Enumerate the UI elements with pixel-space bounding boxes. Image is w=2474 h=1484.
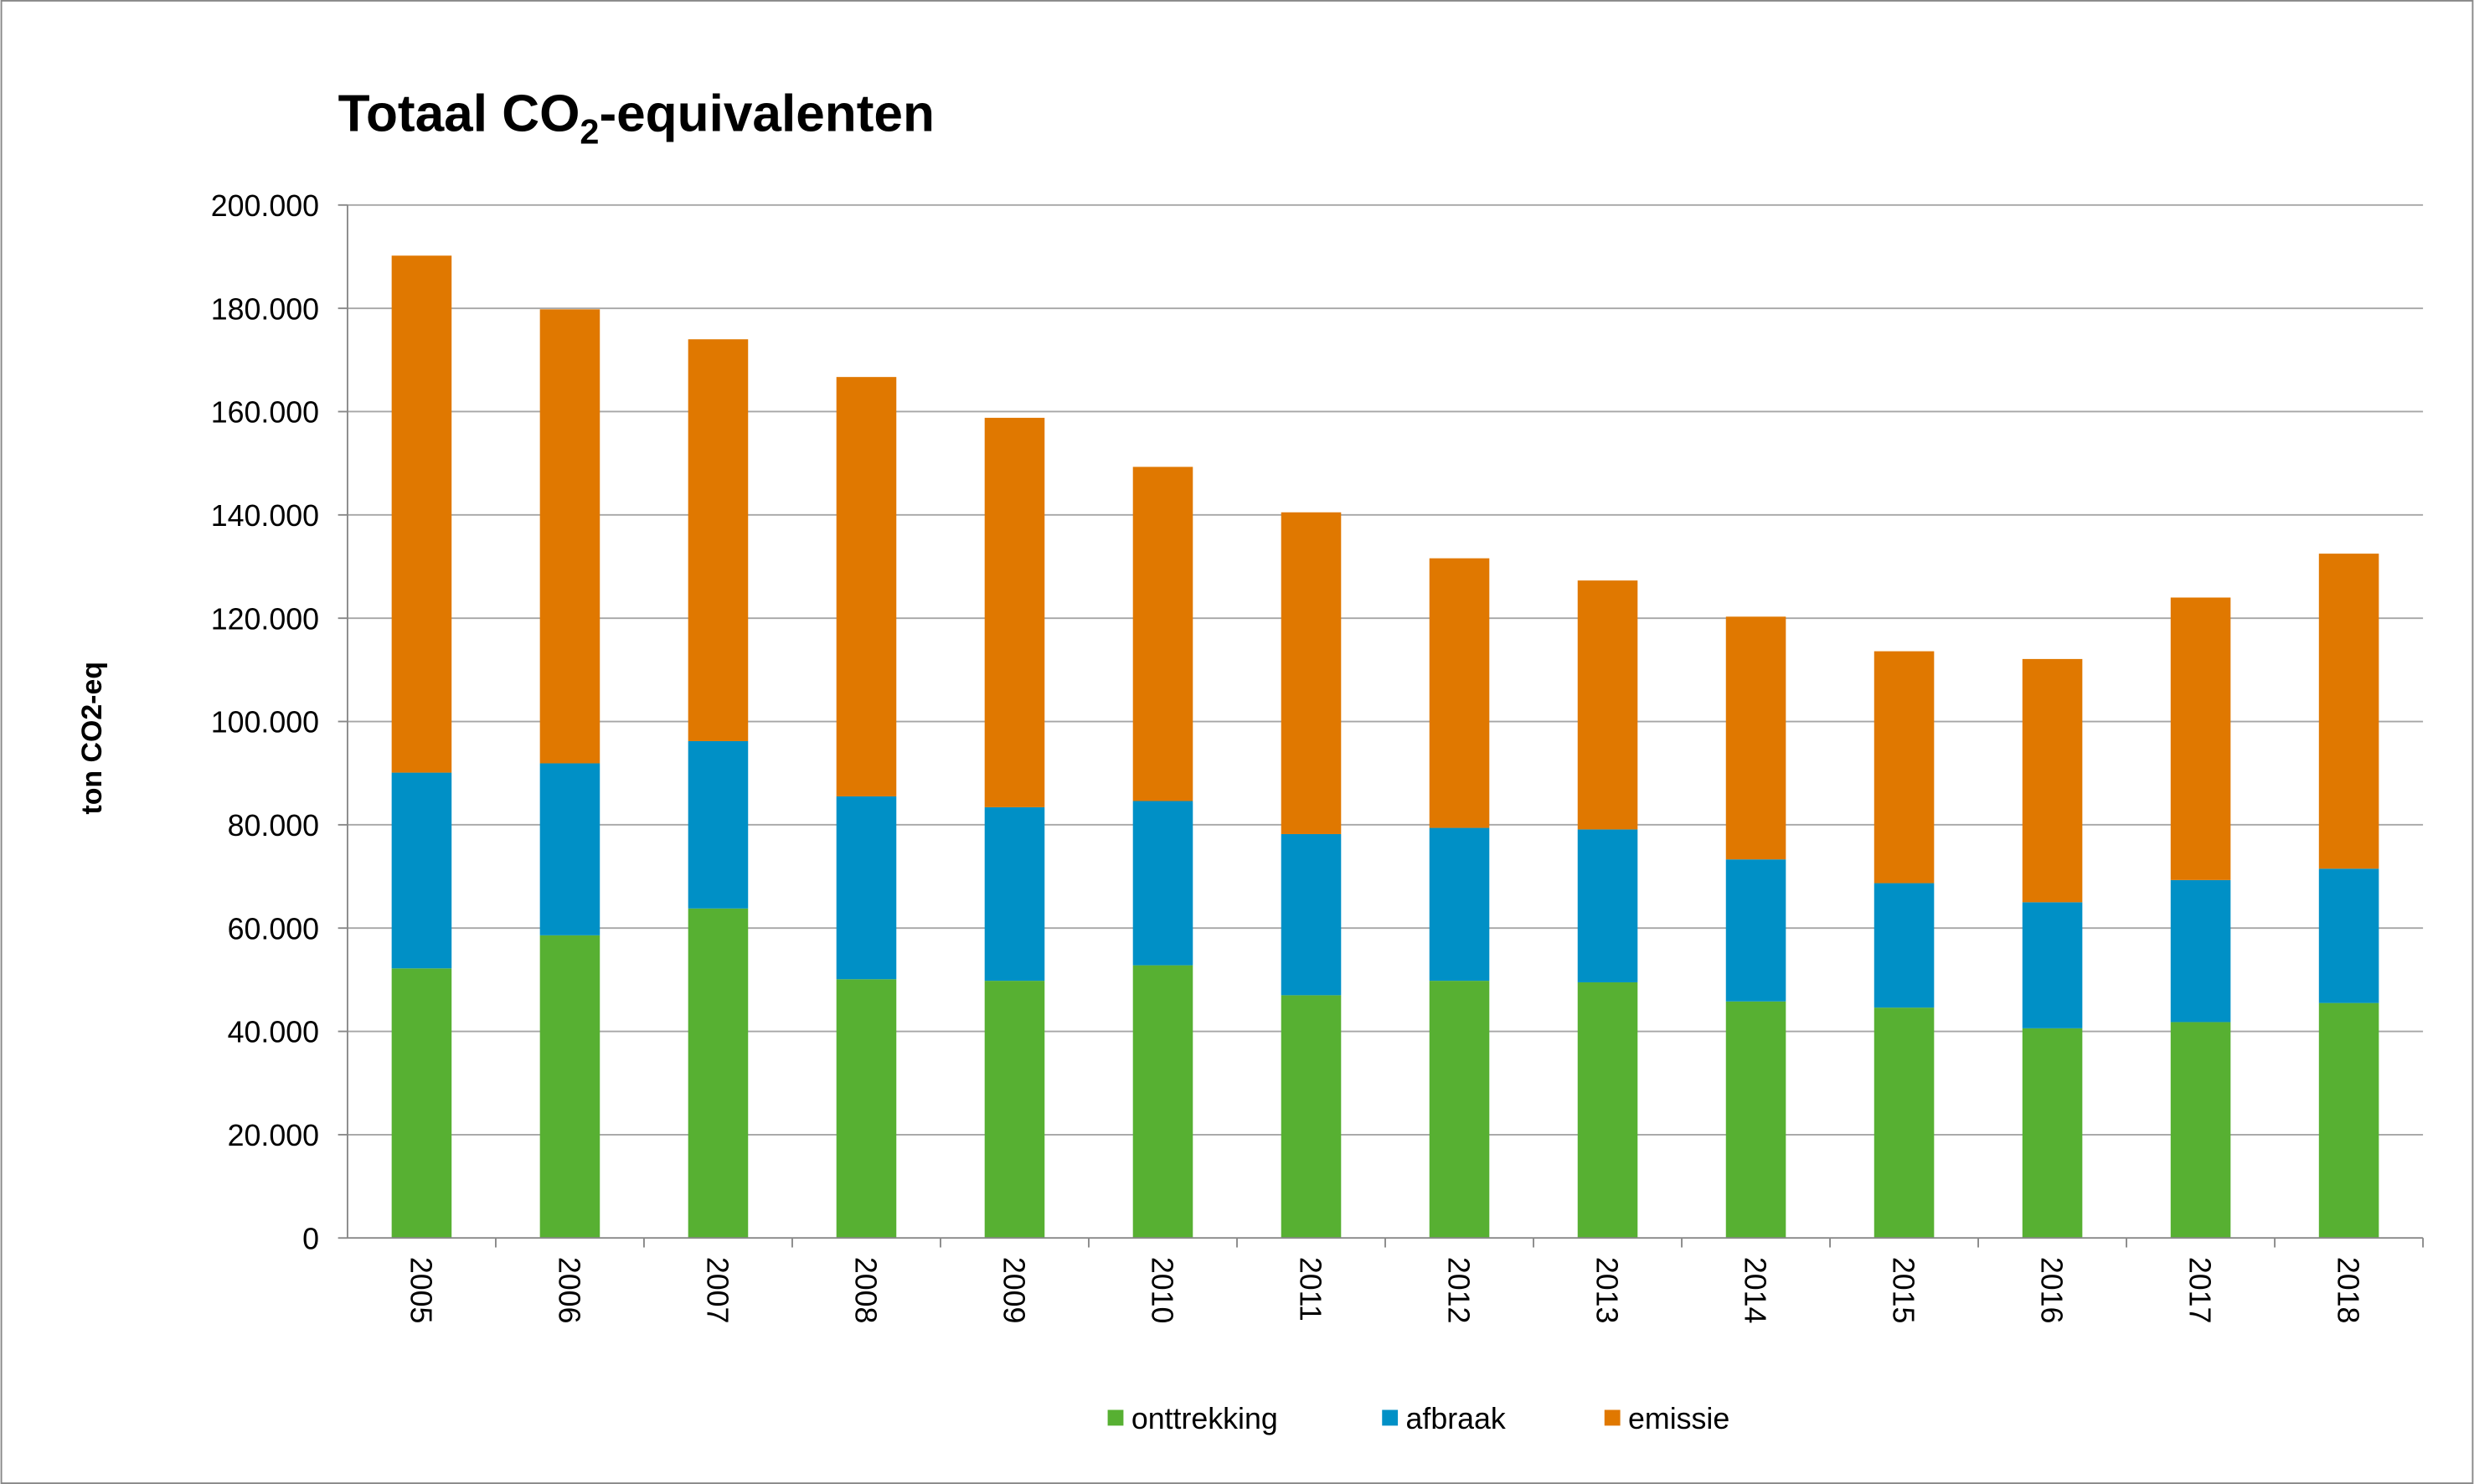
bar-onttrekking-2010 <box>1132 965 1193 1239</box>
y-tick-label: 200.000 <box>211 189 319 223</box>
bar-afbraak-2007 <box>688 740 749 909</box>
bar-onttrekking-2008 <box>836 979 897 1239</box>
bar-onttrekking-2009 <box>984 981 1045 1239</box>
bar-onttrekking-2007 <box>688 908 749 1239</box>
bar-emissie-2013 <box>1577 580 1638 830</box>
y-tick-label: 0 <box>302 1222 319 1255</box>
legend-swatch-onttrekking <box>1107 1409 1124 1426</box>
bar-onttrekking-2016 <box>2022 1028 2083 1239</box>
x-tick-label: 2010 <box>1145 1257 1178 1324</box>
bar-onttrekking-2012 <box>1429 981 1490 1239</box>
bar-onttrekking-2005 <box>391 968 452 1239</box>
bar-emissie-2005 <box>391 255 452 773</box>
x-tick-label: 2008 <box>848 1257 882 1324</box>
bar-onttrekking-2006 <box>539 935 600 1239</box>
bar-afbraak-2018 <box>2318 868 2379 1003</box>
y-tick-label: 40.000 <box>228 1016 319 1049</box>
bar-emissie-2009 <box>984 417 1045 807</box>
x-tick-label: 2006 <box>552 1257 585 1324</box>
bar-afbraak-2014 <box>1725 859 1786 1002</box>
bar-afbraak-2013 <box>1577 829 1638 982</box>
bar-afbraak-2010 <box>1132 801 1193 966</box>
legend: onttrekking afbraak emissie <box>1107 1402 1729 1435</box>
legend-label-emissie: emissie <box>1628 1402 1729 1435</box>
bar-emissie-2011 <box>1281 512 1342 834</box>
bar-afbraak-2006 <box>539 763 600 935</box>
bar-afbraak-2016 <box>2022 902 2083 1028</box>
bar-afbraak-2015 <box>1874 883 1935 1008</box>
bar-emissie-2012 <box>1429 558 1490 828</box>
y-tick-label: 140.000 <box>211 499 319 533</box>
bar-onttrekking-2014 <box>1725 1001 1786 1239</box>
legend-swatch-afbraak <box>1382 1409 1399 1426</box>
y-tick-label: 100.000 <box>211 706 319 739</box>
y-tick-label: 80.000 <box>228 809 319 842</box>
bar-afbraak-2008 <box>836 796 897 980</box>
bar-afbraak-2009 <box>984 806 1045 982</box>
bar-emissie-2016 <box>2022 658 2083 903</box>
bar-emissie-2006 <box>539 309 600 764</box>
x-tick-label: 2009 <box>997 1257 1030 1324</box>
bar-afbraak-2011 <box>1281 833 1342 996</box>
legend-swatch-emissie <box>1604 1409 1621 1426</box>
bar-onttrekking-2017 <box>2170 1022 2231 1239</box>
bar-emissie-2014 <box>1725 616 1786 860</box>
bar-afbraak-2005 <box>391 772 452 969</box>
x-tick-label: 2017 <box>2183 1257 2216 1324</box>
y-tick-label: 180.000 <box>211 292 319 326</box>
x-tick-label: 2015 <box>1886 1257 1920 1324</box>
x-tick-label: 2016 <box>2034 1257 2068 1324</box>
x-tick-label: 2011 <box>1293 1257 1327 1322</box>
bar-afbraak-2017 <box>2170 879 2231 1023</box>
bar-emissie-2018 <box>2318 554 2379 869</box>
y-axis-label: ton CO2-eq <box>76 662 108 815</box>
y-tick-label: 160.000 <box>211 396 319 430</box>
legend-label-onttrekking: onttrekking <box>1131 1402 1278 1435</box>
x-tick-label: 2018 <box>2331 1257 2364 1324</box>
y-tick-label: 60.000 <box>228 912 319 946</box>
x-tick-label: 2005 <box>404 1257 437 1324</box>
y-tick-label: 20.000 <box>228 1119 319 1152</box>
bar-emissie-2008 <box>836 377 897 796</box>
x-tick-label: 2012 <box>1441 1257 1475 1324</box>
bar-emissie-2007 <box>688 339 749 741</box>
bar-onttrekking-2013 <box>1577 982 1638 1239</box>
y-tick-label: 120.000 <box>211 602 319 636</box>
x-tick-label: 2013 <box>1590 1257 1623 1324</box>
chart-title: Totaal CO2-equivalenten <box>338 85 935 151</box>
bar-afbraak-2012 <box>1429 827 1490 982</box>
bar-emissie-2017 <box>2170 597 2231 880</box>
legend-label-afbraak: afbraak <box>1405 1402 1505 1435</box>
x-tick-label: 2007 <box>700 1257 734 1324</box>
bar-emissie-2010 <box>1132 466 1193 801</box>
bar-onttrekking-2011 <box>1281 995 1342 1239</box>
bar-onttrekking-2018 <box>2318 1002 2379 1239</box>
bar-onttrekking-2015 <box>1874 1007 1935 1239</box>
bar-emissie-2015 <box>1874 651 1935 884</box>
x-tick-label: 2014 <box>1738 1257 1771 1324</box>
